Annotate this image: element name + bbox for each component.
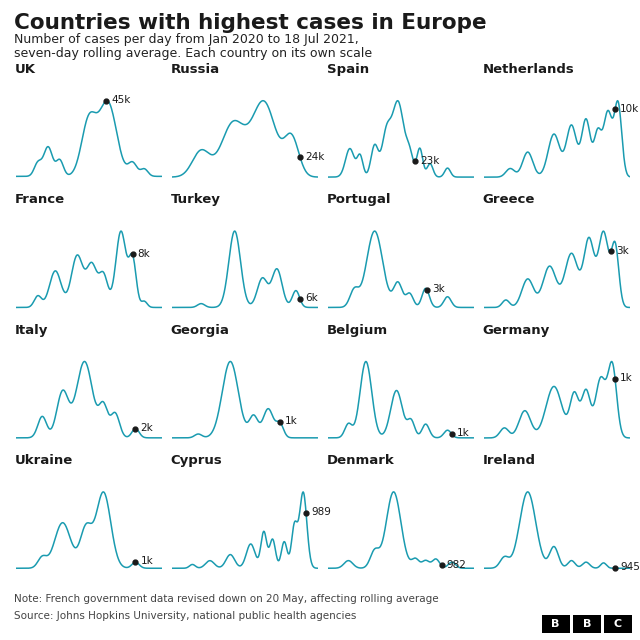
Text: B: B [582,619,591,628]
Text: 1k: 1k [285,416,298,426]
Text: 24k: 24k [305,152,324,162]
Text: 10k: 10k [620,104,639,113]
Bar [541,616,570,632]
Text: Number of cases per day from Jan 2020 to 18 Jul 2021,: Number of cases per day from Jan 2020 to… [14,33,359,46]
Text: 3k: 3k [616,246,628,255]
Text: 1k: 1k [457,428,470,438]
Text: Greece: Greece [483,193,535,206]
Text: Source: Johns Hopkins University, national public health agencies: Source: Johns Hopkins University, nation… [14,611,356,621]
Text: seven-day rolling average. Each country on its own scale: seven-day rolling average. Each country … [14,47,372,60]
Text: 982: 982 [447,560,467,570]
Text: C: C [614,619,622,628]
Text: Ireland: Ireland [483,454,536,467]
Text: Spain: Spain [326,63,369,76]
Text: UK: UK [15,63,36,76]
Text: Ukraine: Ukraine [15,454,73,467]
Text: B: B [552,619,560,628]
Text: Note: French government data revised down on 20 May, affecting rolling average: Note: French government data revised dow… [14,594,438,604]
Text: 989: 989 [311,507,331,517]
Text: 45k: 45k [111,95,131,105]
Text: Italy: Italy [15,324,48,337]
Text: 1k: 1k [141,556,154,566]
Bar [573,616,601,632]
Text: 6k: 6k [305,293,318,303]
Text: Turkey: Turkey [171,193,221,206]
Text: Denmark: Denmark [326,454,394,467]
Text: 945: 945 [620,563,640,572]
Text: France: France [15,193,65,206]
Text: Germany: Germany [483,324,550,337]
Text: Cyprus: Cyprus [171,454,223,467]
Bar [604,616,632,632]
Text: Russia: Russia [171,63,220,76]
Text: 2k: 2k [141,423,154,433]
Text: Netherlands: Netherlands [483,63,575,76]
Text: 1k: 1k [620,373,633,383]
Text: 3k: 3k [432,284,445,294]
Text: Countries with highest cases in Europe: Countries with highest cases in Europe [14,13,486,33]
Text: Portugal: Portugal [326,193,391,206]
Text: 8k: 8k [138,249,150,259]
Text: Georgia: Georgia [171,324,230,337]
Text: Belgium: Belgium [326,324,388,337]
Text: 23k: 23k [420,156,440,166]
